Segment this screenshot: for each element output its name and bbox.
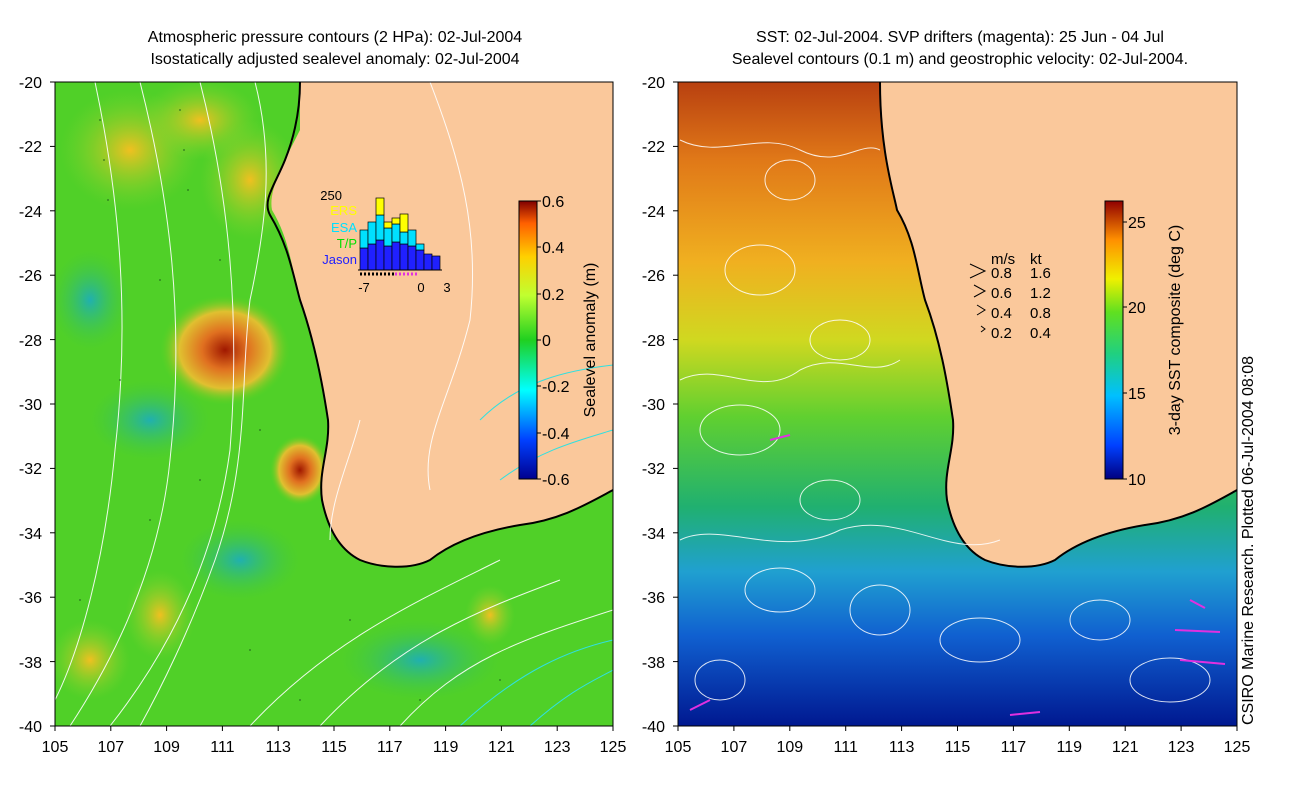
velocity-row-kt: 1.2 (1030, 285, 1051, 302)
left-y-tick: -36 (19, 590, 42, 607)
left-title-line1: Atmospheric pressure contours (2 HPa): 0… (147, 29, 523, 46)
left-x-tick: 105 (42, 739, 69, 756)
left-x-tick: 125 (600, 739, 627, 756)
right-y-tick: -20 (642, 75, 665, 92)
inset-legend-ers: ERS (330, 203, 357, 218)
credit-text: CSIRO Marine Research. Plotted 06-Jul-20… (1240, 355, 1257, 725)
right-y-tick: -30 (642, 397, 665, 414)
right-x-tick: 119 (1057, 739, 1083, 756)
velocity-arrow-icon (969, 263, 987, 279)
velocity-row-kt: 0.8 (1030, 305, 1051, 322)
left-y-tick: -26 (19, 268, 42, 285)
right-x-tick: 111 (834, 739, 858, 756)
right-x-tick: 123 (1168, 739, 1195, 756)
right-x-tick: 105 (665, 739, 692, 756)
left-map: -20 -22 -24 -26 -28 -30 -32 -34 -36 -38 … (19, 75, 627, 756)
sla-colorbar-tick: 0.2 (542, 287, 564, 304)
sst-colorbar-tick: 15 (1128, 386, 1146, 403)
velocity-row-ms: 0.8 (991, 265, 1012, 282)
right-y-tick: -36 (642, 590, 665, 607)
sla-colorbar-tick: -0.6 (542, 472, 570, 489)
right-y-tick: -34 (642, 526, 665, 543)
right-x-tick: 125 (1224, 739, 1251, 756)
left-y-tick: -34 (19, 526, 42, 543)
left-x-tick: 123 (544, 739, 571, 756)
left-y-tick: -28 (19, 333, 42, 350)
sst-colorbar-label: 3-day SST composite (deg C) (1167, 225, 1184, 435)
sst-colorbar: 25 20 15 10 3-day SST composite (deg C) (1104, 200, 1184, 489)
sla-colorbar-tick: 0.6 (542, 194, 564, 211)
left-y-tick: -38 (19, 655, 42, 672)
left-y-tick: -40 (19, 719, 42, 736)
velocity-legend: m/s kt 0.8 1.6 0.6 1.2 0.4 0.8 0.2 0.4 (969, 251, 1051, 342)
inset-x-label: 0 (417, 280, 424, 295)
right-title-line1: SST: 02-Jul-2004. SVP drifters (magenta)… (756, 29, 1164, 46)
left-title-line2: Isostatically adjusted sealevel anomaly:… (150, 51, 520, 68)
velocity-row-ms: 0.6 (991, 285, 1012, 302)
left-x-tick: 109 (153, 739, 180, 756)
velocity-row-ms: 0.2 (991, 325, 1012, 342)
inset-histogram: 250 ERS ESA T/P Jason (320, 188, 450, 295)
velocity-row-kt: 0.4 (1030, 325, 1051, 342)
velocity-arrow-icon (973, 284, 987, 298)
inset-x-label: 3 (443, 280, 450, 295)
right-y-tick: -22 (642, 139, 665, 156)
left-y-tick: -32 (19, 461, 42, 478)
sla-colorbar: 0.6 0.4 0.2 0 -0.2 -0.4 -0.6 Sealevel an… (518, 194, 599, 489)
inset-legend-jason: Jason (322, 252, 357, 267)
sla-colorbar-tick: 0 (542, 333, 551, 350)
sla-colorbar-tick: -0.2 (542, 379, 570, 396)
left-x-tick: 115 (321, 739, 347, 756)
right-x-tick: 107 (721, 739, 748, 756)
velocity-row-ms: 0.4 (991, 305, 1012, 322)
inset-max-label: 250 (320, 188, 342, 203)
right-sst-field (678, 82, 1237, 726)
right-y-tick: -32 (642, 461, 665, 478)
right-y-tick: -38 (642, 655, 665, 672)
right-x-tick: 113 (889, 739, 915, 756)
sla-colorbar-tick: -0.4 (542, 426, 570, 443)
sst-colorbar-tick: 10 (1128, 472, 1146, 489)
inset-legend-tp: T/P (337, 236, 357, 251)
sst-colorbar-tick: 20 (1128, 300, 1146, 317)
left-y-tick: -24 (19, 204, 42, 221)
left-x-tick: 121 (488, 739, 515, 756)
right-y-tick: -24 (642, 204, 665, 221)
left-y-tick: -20 (19, 75, 42, 92)
velocity-arrow-icon (980, 325, 986, 333)
velocity-header-kt: kt (1030, 251, 1043, 268)
right-x-tick: 109 (776, 739, 803, 756)
inset-legend-esa: ESA (331, 220, 357, 235)
sla-colorbar-label: Sealevel anomaly (m) (582, 263, 599, 418)
inset-x-label: -7 (358, 280, 370, 295)
left-y-tick: -22 (19, 139, 42, 156)
left-x-tick: 117 (377, 739, 403, 756)
velocity-header-ms: m/s (991, 251, 1015, 268)
velocity-row-kt: 1.6 (1030, 265, 1051, 282)
right-x-tick: 115 (945, 739, 971, 756)
left-x-tick: 119 (433, 739, 459, 756)
right-x-tick: 117 (1001, 739, 1027, 756)
left-x-tick: 107 (97, 739, 124, 756)
left-x-tick: 113 (265, 739, 291, 756)
right-y-tick: -26 (642, 268, 665, 285)
sla-colorbar-tick: 0.4 (542, 240, 564, 257)
sst-colorbar-tick: 25 (1128, 215, 1146, 232)
right-y-tick: -40 (642, 719, 665, 736)
right-y-tick: -28 (642, 333, 665, 350)
left-x-tick: 111 (210, 739, 234, 756)
velocity-arrow-icon (976, 304, 986, 316)
right-map: -20 -22 -24 -26 -28 -30 -32 -34 -36 -38 … (642, 75, 1251, 756)
right-x-tick: 121 (1112, 739, 1139, 756)
left-y-tick: -30 (19, 397, 42, 414)
right-title-line2: Sealevel contours (0.1 m) and geostrophi… (731, 51, 1189, 68)
